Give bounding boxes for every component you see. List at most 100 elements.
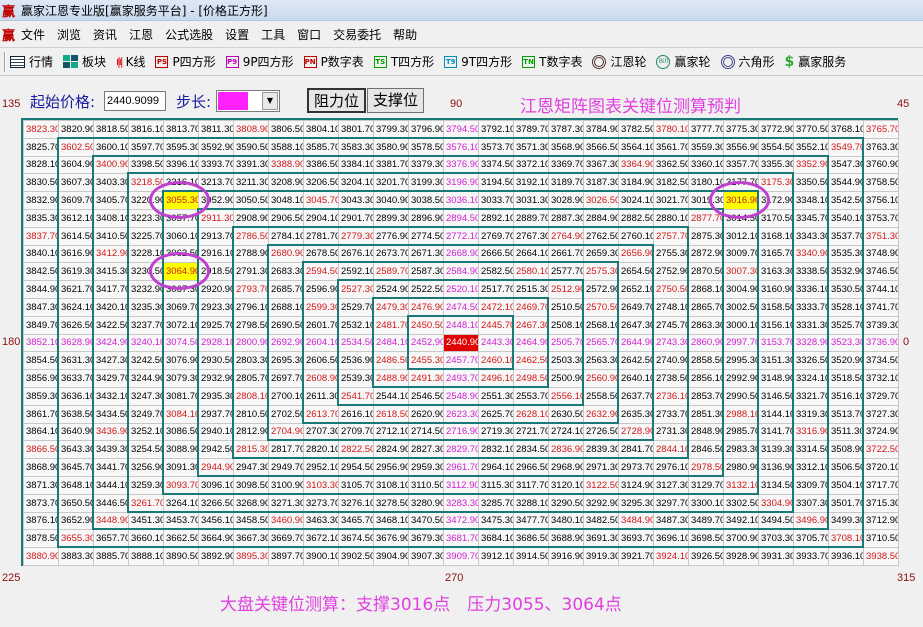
grid-row: 3852.10993628.90993424.90993240.10993074… <box>23 333 899 353</box>
price-cell: 3501.7099 <box>828 493 864 513</box>
price-cell: 2824.9099 <box>373 440 409 460</box>
gann-square-table: 3823.30993820.90993818.50993816.10993813… <box>23 120 899 566</box>
price-cell: 3669.7099 <box>268 529 304 549</box>
price-cell: 3223.3099 <box>128 208 164 228</box>
price-cell: 3302.5099 <box>723 493 759 513</box>
price-cell: 3626.5099 <box>58 315 94 335</box>
toolbar-pn-button[interactable]: PN P数字表 <box>303 53 364 70</box>
price-cell: 2608.9099 <box>303 369 339 388</box>
price-cell: 2695.3099 <box>268 351 304 371</box>
price-cell: 2961.7099 <box>443 458 479 477</box>
price-cell: 2745.7099 <box>653 315 689 335</box>
price-cell: 3710.5099 <box>863 529 899 549</box>
price-cell: 3146.5099 <box>758 386 794 406</box>
toolbar-dollar-button[interactable]: $ 赢家服务 <box>785 53 847 70</box>
toolbar-hexagon-button[interactable]: 六角形 <box>720 53 775 70</box>
price-cell: 3573.7099 <box>478 137 514 157</box>
price-cell: 3415.3099 <box>93 262 129 282</box>
price-cell: 2558.5099 <box>583 386 619 406</box>
toolbar-winner-wheel-button[interactable]: Bill 赢家轮 <box>656 53 711 70</box>
price-cell: 3002.5099 <box>723 297 759 317</box>
toolbar-ts-button[interactable]: TS T四方形 <box>373 53 434 70</box>
price-cell: 3000.1099 <box>723 315 759 335</box>
candlestick-icon: ı|ı| <box>116 55 123 68</box>
price-cell: 2683.3099 <box>268 262 304 282</box>
price-cell: 3441.7099 <box>93 458 129 477</box>
menu-item[interactable]: 浏览 <box>57 27 82 42</box>
menu-item[interactable]: 公式选股 <box>165 27 214 42</box>
price-cell: 3194.5099 <box>478 173 514 193</box>
price-cell: 2688.1099 <box>268 297 304 317</box>
price-cell: 2637.7099 <box>618 386 654 406</box>
menu-item[interactable]: 交易委托 <box>333 27 382 42</box>
price-cell: 3705.7099 <box>793 529 829 549</box>
price-cell: 3084.1099 <box>163 404 199 424</box>
menu-item[interactable]: 文件 <box>21 27 46 42</box>
price-cell: 3043.3099 <box>338 191 374 210</box>
price-cell: 3468.1099 <box>373 511 409 531</box>
grid-row: 3842.50993619.30993415.30993230.50993064… <box>23 262 899 282</box>
price-cell: 3309.7099 <box>793 475 829 495</box>
price-cell: 3204.1099 <box>338 173 374 193</box>
price-cell: 3916.9099 <box>548 547 584 566</box>
toolbar-p9-button[interactable]: P9 9P四方形 <box>225 53 294 70</box>
step-select[interactable]: ▼ <box>216 90 280 112</box>
toolbar-t9-button[interactable]: T9 9T四方形 <box>444 53 512 70</box>
toolbar-blocks-button[interactable]: 板块 <box>63 53 106 70</box>
price-cell: 2983.3099 <box>723 440 759 460</box>
price-cell: 3933.7099 <box>793 547 829 566</box>
price-cell: 3439.3099 <box>93 440 129 460</box>
start-price-input[interactable] <box>104 91 166 111</box>
price-cell: 2618.5099 <box>373 404 409 424</box>
price-cell: 3892.9099 <box>198 547 234 566</box>
menu-item[interactable]: 工具 <box>261 27 286 42</box>
resistance-button[interactable]: 阻力位 <box>307 88 367 113</box>
grid-row: 3828.10993604.90993400.90993398.50993396… <box>23 155 899 175</box>
price-cell: 3748.9099 <box>863 244 899 264</box>
price-cell: 3300.1099 <box>688 493 724 513</box>
chevron-down-icon[interactable]: ▼ <box>262 92 278 110</box>
toolbar-table-button[interactable]: 行情 <box>10 53 53 70</box>
menu-item[interactable]: 帮助 <box>393 27 418 42</box>
price-cell: 3340.9099 <box>793 244 829 264</box>
price-cell: 3307.3099 <box>793 493 829 513</box>
price-cell: 3336.1099 <box>793 280 829 299</box>
price-cell: 3751.3099 <box>863 226 899 246</box>
price-cell: 2880.1099 <box>653 208 689 228</box>
price-cell: 3902.5099 <box>338 547 374 566</box>
menu-item[interactable]: 窗口 <box>297 27 322 42</box>
price-cell: 3045.7099 <box>303 191 339 210</box>
price-cell: 2652.1099 <box>618 280 654 299</box>
price-cell: 3393.7099 <box>198 155 234 175</box>
price-cell: 2966.5099 <box>513 458 549 477</box>
price-cell: 2704.9099 <box>268 422 304 442</box>
price-cell: 2692.9099 <box>268 333 304 353</box>
toolbar-ps-button[interactable]: PS P四方形 <box>155 53 216 70</box>
menu-item[interactable]: 江恩 <box>129 27 154 42</box>
price-cell: 3813.7099 <box>163 120 199 139</box>
price-cell: 3297.7099 <box>653 493 689 513</box>
price-cell: 2541.7099 <box>338 386 374 406</box>
price-cell: 3590.5099 <box>233 137 269 157</box>
support-button[interactable]: 支撑位 <box>367 88 425 113</box>
angle-label-270: 270 <box>445 572 464 584</box>
price-cell: 3285.7099 <box>478 493 514 513</box>
price-cell: 3480.1099 <box>548 511 584 531</box>
menu-item[interactable]: 资讯 <box>93 27 118 42</box>
price-cell: 2803.3099 <box>233 351 269 371</box>
price-cell: 3681.7099 <box>443 529 479 549</box>
toolbar-candlestick-button[interactable]: ı|ı| K线 <box>116 53 145 70</box>
menu-item[interactable]: 设置 <box>225 27 250 42</box>
price-cell: 3645.7099 <box>58 458 94 477</box>
price-cell: 2474.5099 <box>443 297 479 317</box>
price-cell: 3050.5099 <box>233 191 269 210</box>
price-cell: 3516.1099 <box>828 386 864 406</box>
price-cell: 3499.3099 <box>828 511 864 531</box>
price-cell: 2728.9099 <box>618 422 654 442</box>
price-cell: 3403.3099 <box>93 173 129 193</box>
price-cell: 2616.1099 <box>338 404 374 424</box>
toolbar-gann-wheel-button[interactable]: 江恩轮 <box>592 53 646 70</box>
price-cell: 2493.7099 <box>443 369 479 388</box>
toolbar-tn-button[interactable]: TN T数字表 <box>522 53 582 70</box>
price-cell: 2899.3099 <box>373 208 409 228</box>
